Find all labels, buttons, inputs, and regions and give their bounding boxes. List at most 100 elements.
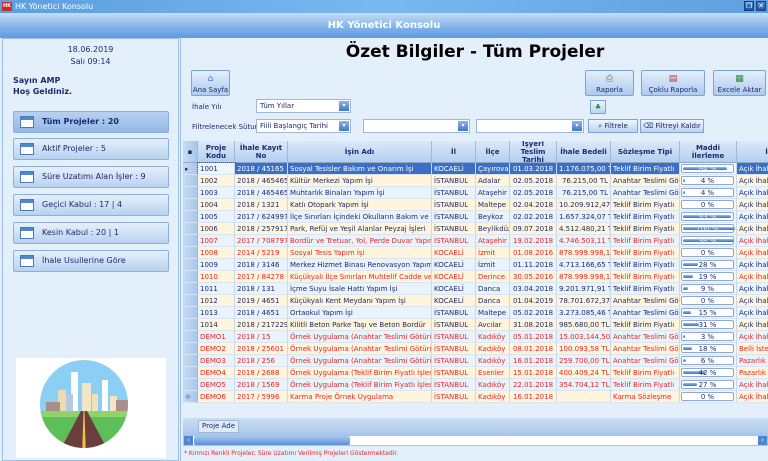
sidebar-item-2[interactable]: Süre Uzatımı Alan İşler : 9 [13, 166, 169, 188]
tender-method-cell: Açık İhale [737, 259, 768, 271]
tender-no-cell: 2017 / 708797 [235, 235, 288, 247]
tender-amount-cell: 400.409,24 TL [557, 367, 611, 379]
table-row[interactable]: 1006 2018 / 257917 Park, Refüj ve Yeşil Al… [183, 223, 768, 235]
table-row[interactable]: 1005 2017 / 624997 İlçe Sınırları İçindeki… [183, 211, 768, 223]
row-indicator[interactable] [183, 283, 198, 295]
home-button[interactable]: ⌂ Ana Sayfa [191, 70, 230, 96]
district-cell: Ataşehir [476, 235, 510, 247]
column-header[interactable]: İlçe [476, 141, 510, 163]
row-indicator[interactable] [183, 355, 198, 367]
sidebar-item-0[interactable]: Tüm Projeler : 20 [13, 111, 169, 133]
table-row[interactable]: DEMO1 2018 / 15 Örnek Uygulama (Anahtar Te… [183, 331, 768, 343]
row-indicator[interactable] [183, 199, 198, 211]
progress-label: 93 % [698, 213, 717, 221]
row-indicator[interactable] [183, 331, 198, 343]
work-name-cell: İlçe Sınırları İçindeki Okulların Bakım … [288, 211, 432, 223]
year-select[interactable]: Tüm Yıllar ▾ [256, 99, 351, 113]
column-header[interactable]: Maddi İlerleme [680, 141, 737, 163]
multi-report-button[interactable]: ▤ Çoklu Raporla [641, 70, 705, 96]
footnote: * Kırmızı Renkli Projeler; Süre Uzatımı … [184, 450, 399, 457]
progress-label: 3 % [700, 333, 715, 341]
scroll-left-button[interactable]: ‹ [184, 436, 193, 445]
row-indicator[interactable] [183, 259, 198, 271]
table-row[interactable]: 1010 2017 / 84278 Küçükyalı İlçe Sınırları… [183, 271, 768, 283]
delivery-date-cell: 09.07.2018 [510, 223, 557, 235]
row-indicator[interactable] [183, 223, 198, 235]
column-header[interactable]: İhale Kayıt No [235, 141, 288, 163]
windows-stack-icon [20, 255, 34, 267]
row-indicator[interactable] [183, 175, 198, 187]
district-cell: Maltepe [476, 307, 510, 319]
table-row[interactable]: DEMO5 2018 / 1569 Örnek Uygulama (Teklif B… [183, 379, 768, 391]
export-excel-button[interactable]: ▦ Excele Aktar [713, 70, 766, 96]
table-row[interactable]: DEMO2 2018 / 25601 Örnek Uygulama (Anahtar… [183, 343, 768, 355]
progress-label: 0 % [700, 393, 715, 401]
progress-label: 9 % [700, 285, 715, 293]
progress-fill [683, 371, 705, 374]
table-row[interactable]: 1003 2018 / 465465 Muhtarlık Binaları Yapı… [183, 187, 768, 199]
row-indicator[interactable] [183, 187, 198, 199]
row-indicator[interactable] [183, 271, 198, 283]
district-cell: Çayırova [476, 163, 510, 175]
row-indicator[interactable]: ▸ [183, 163, 198, 175]
close-button[interactable]: ✕ [756, 1, 766, 11]
delivery-date-cell: 05.02.2018 [510, 307, 557, 319]
district-cell: İzmit [476, 259, 510, 271]
row-indicator[interactable] [183, 235, 198, 247]
table-row[interactable]: DEMO4 2018 / 2688 Örnek Uygulama (Teklif B… [183, 367, 768, 379]
table-row[interactable]: ▸ 1001 2018 / 45165 Sosyal Tesisler Bakım v… [183, 162, 768, 176]
table-row[interactable]: 1004 2018 / 1321 Katlı Otopark Yapım İşi İS… [183, 199, 768, 211]
table-row[interactable]: ⊕ DEMO6 2017 / 5996 Karma Proje Örnek Uygul… [183, 391, 768, 403]
work-name-cell: Karma Proje Örnek Uygulama [288, 391, 432, 403]
sidebar-item-4[interactable]: Kesin Kabul : 20 | 1 [13, 222, 169, 244]
scroll-right-button[interactable]: › [758, 436, 767, 445]
row-indicator[interactable] [183, 247, 198, 259]
column-header[interactable]: İ [737, 141, 768, 163]
tender-amount-cell: 354.704,12 TL [557, 379, 611, 391]
table-row[interactable]: 1013 2018 / 4651 Ortaokul Yapım İşi İSTANBU… [183, 307, 768, 319]
scrollbar-thumb[interactable] [194, 436, 350, 445]
table-row[interactable]: 1008 2014 / 5219 Sosyal Tesis Yapım İşi KOC… [183, 247, 768, 259]
filter-value-select-1[interactable]: ▾ [363, 119, 470, 133]
group-tab-proje-adi[interactable]: Proje Ade [198, 420, 239, 433]
row-indicator[interactable] [183, 367, 198, 379]
column-header[interactable]: İşyeri Teslim Tarihi [510, 141, 557, 164]
row-indicator[interactable] [183, 379, 198, 391]
work-name-cell: Kültür Merkezi Yapım İşi [288, 175, 432, 187]
binoculars-icon: ⌕ [598, 122, 605, 130]
sidebar-item-1[interactable]: Aktif Projeler : 5 [13, 138, 169, 160]
progress-fill [683, 167, 727, 170]
row-indicator[interactable] [183, 211, 198, 223]
row-indicator[interactable] [183, 295, 198, 307]
report-button[interactable]: ⎙ Raporla [585, 70, 634, 96]
select-all-header[interactable]: ▪ [183, 141, 198, 163]
column-header[interactable]: İl [432, 141, 476, 163]
row-indicator[interactable]: ⊕ [183, 391, 198, 403]
table-row[interactable]: 1002 2018 / 465465 Kültür Merkezi Yapım İş… [183, 175, 768, 187]
sidebar-item-5[interactable]: İhale Usullerine Göre [13, 250, 169, 272]
filter-value-select-2[interactable]: ▾ [476, 119, 584, 133]
horizontal-scrollbar[interactable]: ‹ › [183, 435, 768, 446]
column-header[interactable]: İhale Bedeli [557, 141, 611, 163]
clear-filter-button[interactable]: ⌫ Filtreyi Kaldır [640, 119, 704, 133]
filter-button[interactable]: ⌕ Filtrele [588, 119, 638, 133]
column-header[interactable]: Proje Kodu [198, 141, 235, 163]
work-name-cell: Ortaokul Yapım İşi [288, 307, 432, 319]
column-header[interactable]: İşin Adı [288, 141, 432, 163]
table-row[interactable]: DEMO3 2018 / 256 Örnek Uygulama (Anahtar T… [183, 355, 768, 367]
row-indicator[interactable] [183, 319, 198, 331]
table-row[interactable]: 1009 2018 / 3146 Merkez Hizmet Binası Reno… [183, 259, 768, 271]
sidebar-item-3[interactable]: Geçici Kabul : 17 | 4 [13, 194, 169, 216]
tender-method-cell: Açık İhale [737, 235, 768, 247]
column-header[interactable]: Sözleşme Tipi [611, 141, 680, 163]
row-indicator[interactable] [183, 307, 198, 319]
table-row[interactable]: 1012 2019 / 4651 Küçükyalı Kent Meydanı Ya… [183, 295, 768, 307]
filter-column-select[interactable]: Fiili Başlangıç Tarihi ▾ [256, 119, 351, 133]
row-indicator[interactable] [183, 343, 198, 355]
table-row[interactable]: 1014 2018 / 217229 Kilitli Beton Parke Taş… [183, 319, 768, 331]
delivery-date-cell: 02.05.2018 [510, 175, 557, 187]
table-row[interactable]: 1011 2018 / 131 İçme Suyu İsale Hattı Yapı… [183, 283, 768, 295]
table-row[interactable]: 1007 2017 / 708797 Bordür ve Tretuar, Yol,… [183, 235, 768, 247]
filter-options-button[interactable]: ♣ [590, 100, 606, 114]
restore-button[interactable]: ❐ [744, 1, 754, 11]
